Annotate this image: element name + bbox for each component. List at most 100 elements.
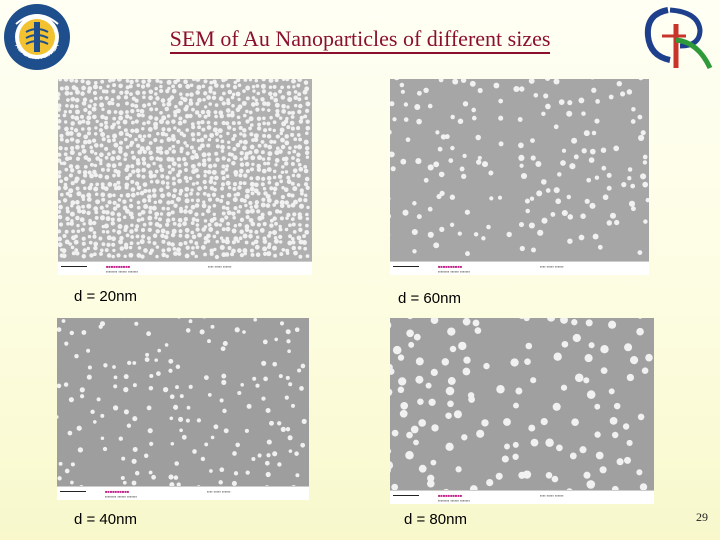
nanoparticle bbox=[83, 155, 89, 160]
nanoparticle bbox=[76, 191, 82, 197]
nanoparticle bbox=[640, 173, 647, 180]
nanoparticle bbox=[269, 223, 274, 228]
nanoparticle bbox=[275, 146, 280, 151]
nanoparticle bbox=[545, 103, 551, 110]
nanoparticle bbox=[285, 427, 291, 432]
nanoparticle bbox=[465, 251, 470, 257]
nanoparticle bbox=[143, 188, 148, 194]
nanoparticle bbox=[128, 211, 134, 217]
nanoparticle bbox=[427, 164, 434, 171]
nanoparticle bbox=[225, 174, 230, 179]
nanoparticle bbox=[152, 233, 158, 239]
nanoparticle bbox=[116, 102, 121, 107]
nanoparticle bbox=[238, 125, 243, 131]
nanoparticle bbox=[195, 218, 200, 223]
nanoparticle bbox=[80, 179, 86, 185]
nanoparticle bbox=[503, 418, 511, 426]
nanoparticle bbox=[528, 424, 536, 432]
nanoparticle bbox=[171, 84, 175, 89]
nanoparticle bbox=[281, 79, 286, 82]
nanoparticle bbox=[214, 131, 219, 136]
nanoparticle bbox=[226, 192, 232, 198]
scale-bar bbox=[393, 263, 419, 267]
nanoparticle bbox=[217, 128, 223, 134]
nanoparticle bbox=[306, 205, 310, 210]
nanoparticle bbox=[265, 407, 271, 414]
nanoparticle bbox=[215, 197, 220, 202]
nanoparticle bbox=[280, 194, 286, 200]
nanoparticle bbox=[566, 194, 572, 200]
nanoparticle bbox=[255, 84, 260, 88]
nanoparticle bbox=[58, 214, 63, 220]
nanoparticle bbox=[155, 146, 160, 150]
nanoparticle bbox=[172, 188, 178, 193]
nanoparticle bbox=[471, 107, 477, 113]
nanoparticle bbox=[642, 160, 648, 165]
nanoparticle bbox=[450, 114, 455, 120]
nanoparticle bbox=[275, 134, 280, 139]
nanoparticle bbox=[75, 186, 80, 191]
nanoparticle bbox=[287, 240, 293, 246]
nanoparticle bbox=[113, 142, 119, 148]
nanoparticle bbox=[581, 148, 587, 154]
nanoparticle bbox=[79, 387, 85, 393]
nanoparticle bbox=[293, 90, 298, 94]
nanoparticle bbox=[165, 218, 171, 223]
nanoparticle bbox=[101, 197, 106, 202]
nanoparticle bbox=[134, 98, 139, 103]
nanoparticle bbox=[266, 439, 272, 445]
nanoparticle bbox=[203, 375, 209, 381]
nanoparticle bbox=[113, 384, 118, 389]
nanoparticle bbox=[207, 205, 212, 209]
nanoparticle bbox=[184, 233, 190, 239]
nanoparticle bbox=[155, 179, 160, 184]
nanoparticle bbox=[179, 394, 184, 399]
nanoparticle bbox=[292, 168, 298, 174]
nanoparticle bbox=[207, 222, 212, 227]
nanoparticle bbox=[188, 319, 193, 324]
nanoparticle bbox=[116, 212, 122, 217]
nanoparticle bbox=[203, 114, 208, 119]
nanoparticle bbox=[189, 92, 194, 97]
nanoparticle bbox=[123, 254, 127, 259]
nanoparticle bbox=[209, 186, 215, 191]
nanoparticle bbox=[128, 252, 134, 258]
nanoparticle bbox=[171, 136, 176, 142]
nanoparticle bbox=[188, 100, 194, 106]
nanoparticle bbox=[195, 101, 200, 106]
nanoparticle bbox=[296, 152, 301, 158]
nanoparticle bbox=[297, 109, 302, 114]
nanoparticle bbox=[458, 341, 467, 351]
nanoparticle bbox=[278, 227, 283, 232]
nanoparticle bbox=[286, 85, 291, 89]
nanoparticle bbox=[291, 485, 296, 486]
nanoparticle bbox=[402, 209, 409, 216]
nanoparticle bbox=[242, 128, 247, 133]
nanoparticle bbox=[239, 217, 245, 222]
nanoparticle bbox=[75, 251, 80, 256]
nanoparticle bbox=[235, 142, 241, 148]
nanoparticle bbox=[146, 163, 151, 168]
nanoparticle bbox=[449, 194, 456, 200]
nanoparticle bbox=[267, 180, 272, 185]
nanoparticle bbox=[272, 128, 276, 133]
nanoparticle bbox=[251, 162, 255, 167]
nanoparticle bbox=[553, 352, 562, 361]
nanoparticle bbox=[242, 330, 246, 334]
nanoparticle bbox=[160, 193, 166, 199]
nanoparticle bbox=[475, 134, 481, 141]
nanoparticle bbox=[103, 363, 108, 368]
nanoparticle bbox=[59, 192, 64, 197]
nanoparticle bbox=[209, 251, 214, 256]
nanoparticle bbox=[104, 96, 109, 101]
nanoparticle bbox=[93, 143, 99, 148]
nanoparticle bbox=[448, 158, 454, 163]
nanoparticle bbox=[170, 210, 175, 215]
nanoparticle bbox=[238, 139, 243, 144]
nanoparticle bbox=[296, 133, 301, 137]
nanoparticle bbox=[153, 125, 158, 130]
nanoparticle bbox=[220, 84, 225, 89]
nanoparticle bbox=[166, 114, 171, 118]
nanoparticle bbox=[293, 137, 298, 142]
nanoparticle bbox=[86, 115, 92, 121]
